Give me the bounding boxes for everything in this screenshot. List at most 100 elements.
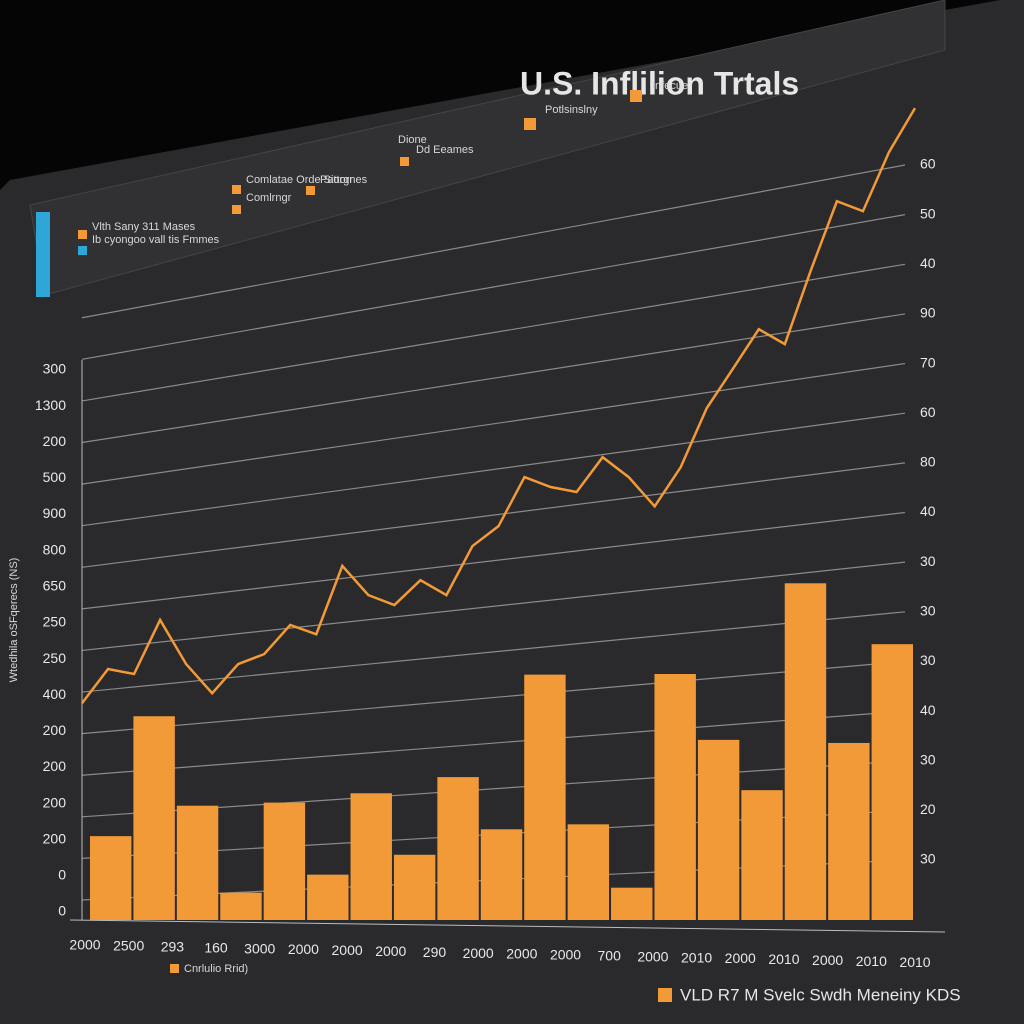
x-tick-label: 2010 [899,954,930,970]
legend-label: Dione [398,134,427,146]
x-tick-label: 2000 [637,948,668,964]
y2-tick-label: 20 [920,801,936,817]
legend-label: Pattornes [320,174,368,186]
legend-label: Potlsinslny [545,104,598,116]
x-tick-label: 2000 [550,947,581,963]
bar [480,829,523,920]
grid-line [81,511,906,610]
accent-bar [36,212,50,297]
x-tick-label: 700 [598,948,622,964]
y-tick-label: 650 [43,578,67,594]
y-tick-label: 200 [43,794,67,810]
y-tick-label: 300 [43,361,67,377]
y2-tick-label: 30 [920,602,936,618]
x-tick-label: 2500 [113,938,144,954]
bar [350,793,392,920]
x-tick-label: 2000 [725,950,756,966]
legend-label: Vlth Sany 311 Mases [92,221,196,233]
grid-line [81,412,906,527]
grid-line [81,561,906,652]
legend-label: Dd Eeames [416,144,474,156]
y-tick-label: 250 [43,650,67,666]
legend-swatch [78,246,87,255]
grid-line [81,164,906,319]
bar [784,583,827,920]
y2-tick-label: 30 [920,652,936,668]
x-tick-label: 2000 [332,942,363,958]
y2-tick-label: 60 [920,156,936,172]
bar [307,874,349,920]
y2-tick-label: 80 [920,454,936,470]
y2-tick-label: 40 [920,702,936,718]
x-tick-label: 2010 [856,953,887,969]
bar [220,892,262,920]
x-tick-label: 2010 [768,951,799,967]
legend-label: Comlrngr [246,192,292,204]
x-tick-label: 2000 [812,952,843,968]
y2-tick-label: 60 [920,404,936,420]
bar [871,644,913,920]
x-tick-label: 2000 [463,945,494,961]
x-tick-label: 2010 [681,949,712,965]
bar [828,742,870,920]
footer-swatch [658,988,672,1002]
legend-label: Comlatae Orde Siorgr [246,174,353,186]
footer-left: Cnrlulio Rrid) [184,963,248,975]
legend: Vlth Sany 311 Mases Ib cyongoo vall tis … [78,80,688,255]
y-tick-label: 250 [43,614,67,630]
footer-swatch [170,964,179,973]
y2-tick-label: 70 [920,354,936,370]
y2-tick-label: 30 [920,751,936,767]
grid-line [81,611,906,693]
y2-tick-label: 40 [920,503,936,519]
legend-swatch [524,118,536,130]
x-tick-label: 2000 [506,946,537,962]
x-tick-label: 293 [161,939,185,955]
grid-line [81,710,906,776]
bar [263,802,306,920]
y-tick-label: 0 [58,903,66,919]
bar [437,777,479,920]
legend-swatch [232,205,241,214]
bar [133,716,175,920]
grid-line [81,760,906,818]
y2-tick-label: 90 [920,305,936,321]
bar [741,790,783,920]
bar [567,824,610,920]
chart-title: U.S. Inflilion Trtals [520,65,799,101]
bar [654,674,696,920]
y-tick-label: 200 [43,722,67,738]
x-tick-label: 2000 [69,937,100,953]
bar [611,887,653,920]
legend-swatch [630,90,642,102]
x-tick-label: 160 [204,939,228,955]
line [81,107,917,704]
bar [393,854,436,920]
legend-label: Infecue [652,80,688,92]
legend-swatch [78,230,87,239]
x-tick-label: 290 [423,944,447,960]
legend-swatch [306,186,315,195]
grid-line [81,263,906,402]
legend-label: Ib cyongoo vall tis Fmmes [92,234,220,246]
footer-right: VLD R7 M Svelc Swdh Meneiny KDS [680,985,961,1004]
y-tick-label: 200 [43,433,67,449]
y-tick-label: 500 [43,469,67,485]
y-tick-label: 400 [43,686,67,702]
grid-line [81,462,906,568]
y2-tick-label: 50 [920,205,936,221]
y2-tick-label: 30 [920,851,936,867]
bar [697,739,740,920]
grid-line [81,362,906,485]
y-tick-label: 900 [43,505,67,521]
x-tick-label: 2000 [288,941,319,957]
bar [524,674,566,920]
y-tick-label: 200 [43,830,67,846]
legend-swatch [232,185,241,194]
y2-tick-label: 40 [920,255,936,271]
grid-line [81,660,906,735]
y-tick-label: 1300 [35,397,66,413]
